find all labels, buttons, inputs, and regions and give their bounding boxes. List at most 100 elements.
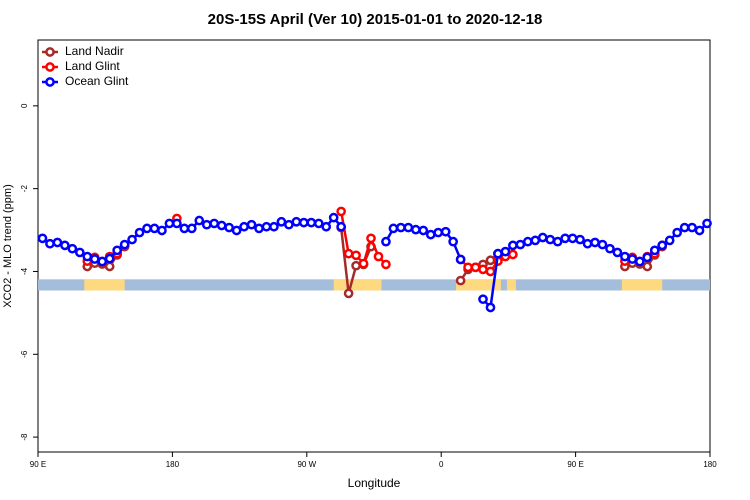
data-point (500, 246, 511, 257)
data-point (209, 218, 220, 229)
data-point (381, 259, 391, 270)
data-point (388, 223, 399, 234)
data-point (306, 217, 317, 228)
data-point (440, 226, 451, 237)
data-point (172, 218, 182, 229)
y-tick-label: -2 (20, 185, 29, 193)
land-segment (506, 279, 516, 291)
data-point (82, 251, 93, 262)
land-segment (456, 279, 501, 291)
data-point (545, 234, 556, 245)
data-point (157, 225, 167, 236)
data-point (508, 249, 518, 260)
x-tick-label: 90 W (297, 460, 316, 469)
data-point (627, 254, 638, 264)
data-point (142, 223, 152, 234)
data-point (425, 229, 436, 240)
data-point (224, 222, 234, 233)
data-point (470, 262, 481, 273)
data-point (560, 233, 570, 244)
data-point (448, 236, 458, 247)
data-point (493, 248, 503, 259)
x-tick-label: 0 (439, 460, 444, 469)
data-point (485, 302, 496, 313)
x-tick-label: 180 (703, 460, 717, 469)
data-point (127, 234, 137, 245)
data-point (612, 247, 623, 258)
data-point (455, 254, 466, 265)
data-point (134, 227, 145, 238)
data-point (396, 222, 406, 233)
land-segment (333, 279, 382, 291)
data-point (37, 233, 48, 244)
legend-swatch-point (45, 77, 55, 87)
data-point (112, 245, 122, 256)
data-point (358, 258, 369, 269)
data-point (694, 225, 705, 236)
data-point (590, 237, 600, 248)
plot-frame (37, 39, 711, 453)
data-point (537, 232, 548, 243)
data-point (515, 239, 526, 250)
data-point (351, 250, 361, 261)
data-point (67, 243, 78, 254)
data-point (702, 218, 712, 229)
data-point (455, 275, 466, 286)
data-point (642, 252, 653, 263)
data-point (582, 238, 593, 249)
data-point (679, 222, 690, 233)
data-point (186, 223, 197, 234)
legend-label: Land Glint (65, 59, 120, 73)
data-point (657, 240, 668, 251)
data-point (620, 251, 630, 262)
data-point (649, 245, 660, 256)
data-point (254, 223, 264, 234)
legend-label: Ocean Glint (65, 74, 129, 88)
data-point (530, 235, 541, 246)
data-point (351, 260, 361, 271)
data-point (433, 227, 444, 238)
data-point (418, 225, 429, 236)
y-axis-label: XCO2 - MLO trend (ppm) (2, 184, 14, 307)
data-point (60, 240, 70, 251)
data-point (672, 227, 682, 238)
data-point (575, 234, 585, 245)
data-point (97, 256, 108, 267)
data-point (552, 236, 563, 247)
data-point (104, 261, 115, 272)
data-point (52, 237, 63, 248)
x-tick-label: 180 (166, 460, 180, 469)
data-point (336, 206, 346, 217)
data-point (201, 219, 212, 230)
data-point (343, 288, 354, 299)
data-point (642, 261, 653, 272)
data-point (298, 217, 309, 228)
data-point (261, 221, 272, 232)
data-point (343, 248, 354, 259)
x-tick-label: 90 E (567, 460, 583, 469)
land-segment (84, 279, 125, 291)
data-point (231, 225, 242, 236)
data-point (522, 236, 533, 247)
land-segment (621, 279, 663, 291)
legend-label: Land Nadir (65, 44, 124, 58)
data-point (89, 254, 100, 264)
data-point (478, 294, 488, 305)
data-point (313, 218, 324, 229)
y-tick-label: 0 (20, 103, 29, 108)
x-tick-label: 90 E (30, 460, 46, 469)
data-point (216, 220, 227, 231)
data-point (478, 264, 488, 275)
y-tick-label: -8 (20, 433, 29, 441)
data-point (179, 223, 190, 234)
legend-swatch-point (45, 62, 55, 72)
data-point (269, 221, 279, 232)
data-point (149, 223, 160, 234)
data-point (567, 233, 578, 244)
data-point (403, 222, 414, 233)
data-point (634, 256, 645, 267)
data-point (328, 212, 339, 223)
data-point (321, 221, 332, 232)
data-point (597, 239, 608, 250)
